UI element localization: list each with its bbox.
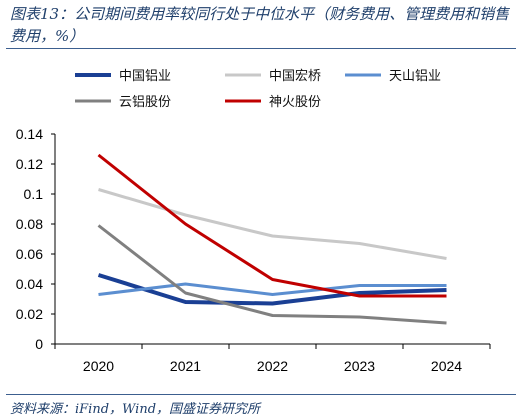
title-divider (6, 48, 516, 49)
y-tick-label: 0.02 (16, 306, 43, 322)
x-tick-label: 2021 (170, 358, 201, 374)
series-line-3 (97, 224, 447, 325)
legend-label: 天山铝业 (389, 69, 441, 84)
series-line-2 (98, 282, 447, 296)
legend-label: 中国宏桥 (269, 69, 321, 84)
series-line-4 (97, 153, 447, 298)
chart-title: 图表13：公司期间费用率较同行处于中位水平（财务费用、管理费用和销售费用，%） (10, 5, 510, 45)
x-tick-label: 2023 (344, 358, 375, 374)
y-tick-label: 0.12 (16, 156, 43, 172)
y-tick-label: 0.14 (16, 126, 43, 142)
y-tick-label: 0.04 (16, 276, 43, 292)
series-line-1 (98, 188, 447, 260)
axes: 0 0.02 0.04 0.06 0.08 0.1 0.12 0.14 2020 2021 2022… (16, 126, 491, 374)
legend-label: 中国铝业 (119, 69, 171, 84)
source-note: 资料来源：iFind，Wind，国盛证券研究所 (10, 402, 261, 417)
legend-label: 云铝股份 (119, 95, 171, 110)
series-line-0 (97, 273, 447, 306)
x-tick-label: 2020 (83, 358, 114, 374)
series-lines (97, 153, 447, 325)
y-tick-label: 0.1 (24, 186, 44, 202)
x-tick-label: 2024 (431, 358, 462, 374)
x-tick-label: 2022 (257, 358, 288, 374)
y-tick-label: 0 (35, 336, 43, 352)
y-tick-label: 0.06 (16, 246, 43, 262)
y-tick-label: 0.08 (16, 216, 43, 232)
source-divider (6, 394, 516, 395)
legend-label: 神火股份 (269, 95, 321, 110)
